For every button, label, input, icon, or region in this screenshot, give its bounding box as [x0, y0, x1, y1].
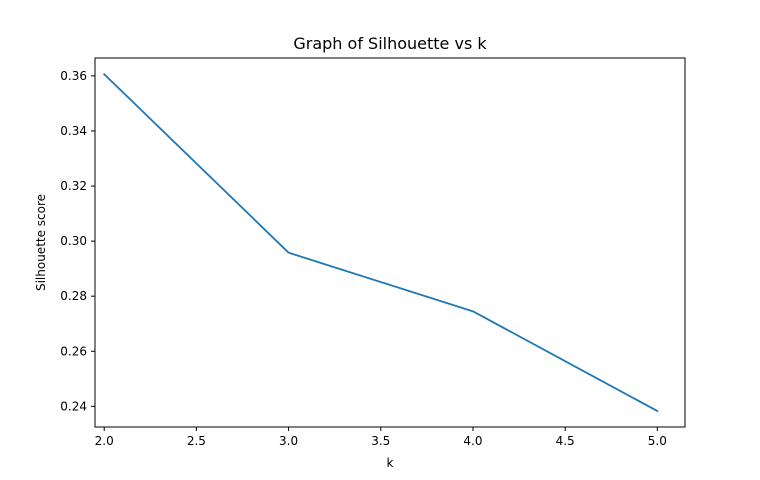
- x-tick-label: 2.0: [95, 434, 114, 448]
- chart-title: Graph of Silhouette vs k: [293, 34, 487, 53]
- x-tick-label: 4.5: [556, 434, 575, 448]
- y-tick-label: 0.32: [60, 179, 87, 193]
- y-tick-label: 0.24: [60, 399, 87, 413]
- series-line: [102, 72, 659, 413]
- x-axis-title: k: [387, 456, 394, 470]
- y-axis-title: Silhouette score: [34, 194, 48, 291]
- plot-frame: [94, 57, 686, 428]
- y-tick-label: 0.34: [60, 124, 87, 138]
- plot-area: [95, 58, 685, 427]
- y-tick-label: 0.30: [60, 234, 87, 248]
- y-tick-label: 0.28: [60, 289, 87, 303]
- y-axis-ticks: 0.24 0.26 0.28 0.30 0.32 0.34 0.36: [60, 69, 95, 413]
- x-tick-label: 3.5: [371, 434, 390, 448]
- x-axis-ticks: 2.0 2.5 3.0 3.5 4.0 4.5 5.0: [95, 427, 667, 448]
- y-tick-label: 0.36: [60, 69, 87, 83]
- x-tick-label: 5.0: [648, 434, 667, 448]
- x-tick-label: 3.0: [279, 434, 298, 448]
- x-tick-label: 4.0: [463, 434, 482, 448]
- x-tick-label: 2.5: [187, 434, 206, 448]
- series-layer: [102, 72, 659, 413]
- y-tick-label: 0.26: [60, 344, 87, 358]
